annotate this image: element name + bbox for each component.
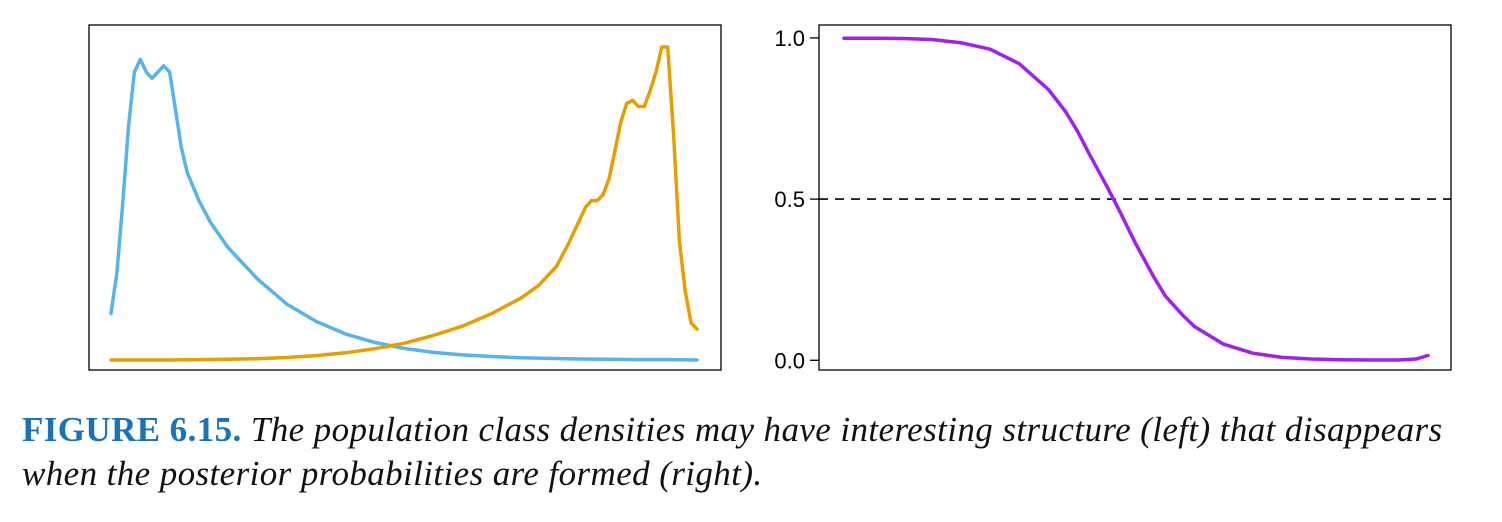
- figure-caption-text: The population class densities may have …: [22, 410, 1443, 493]
- right-y-tick-label: 1.0: [774, 26, 805, 51]
- left-series-line-1: [109, 57, 699, 362]
- right-plot-lines: [819, 36, 1451, 362]
- left-plot-lines: [109, 45, 699, 362]
- figure-caption-label: FIGURE 6.15.: [22, 410, 242, 449]
- right-y-tick-label: 0.0: [774, 348, 805, 373]
- right-plot-frame: [818, 24, 1452, 371]
- right-posterior-panel: 0.0 0.5 1.0: [774, 24, 1452, 373]
- figure-plots: 0.0 0.5 1.0: [88, 24, 1452, 373]
- left-plot-frame: [88, 24, 722, 371]
- left-density-panel: [88, 24, 722, 371]
- right-series-line-1: [842, 36, 1430, 362]
- left-series-line-2: [109, 45, 699, 362]
- right-y-axis: 0.0 0.5 1.0: [774, 26, 819, 373]
- figure-caption: FIGURE 6.15. The population class densit…: [22, 408, 1492, 496]
- right-y-tick-label: 0.5: [774, 187, 805, 212]
